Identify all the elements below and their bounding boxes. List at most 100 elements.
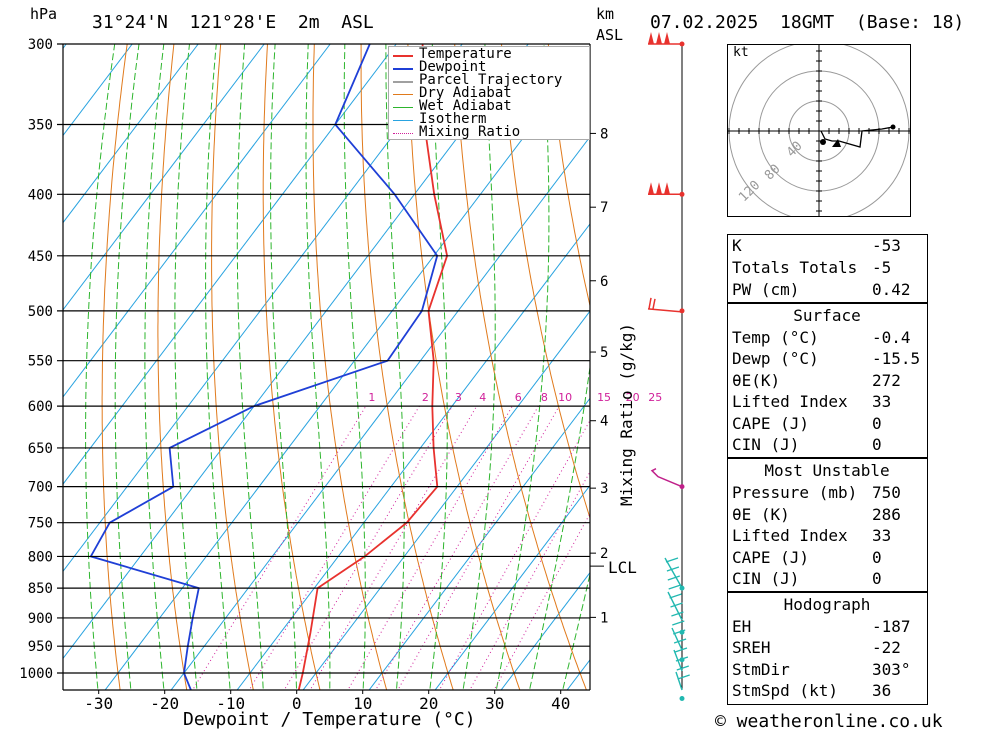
isotherm-line (434, 484, 590, 690)
datetime-title: 07.02.2025 18GMT (Base: 18) (650, 12, 965, 33)
surface-cin-value: 0 (872, 435, 882, 454)
isotherm-line (63, 44, 463, 573)
temperature-tick-label: -20 (150, 694, 179, 713)
dry-adiabat-line (312, 44, 388, 690)
eh-value: -187 (872, 617, 911, 636)
hodograph-stats-title: Hodograph (783, 595, 871, 614)
mixing-ratio-line (469, 470, 590, 690)
pressure-unit-label: hPa (30, 5, 58, 23)
surface-cape-label: CAPE (J) (732, 414, 810, 433)
hodo-storm-motion (832, 139, 841, 147)
dewpoint-line (89, 44, 439, 690)
pressure-tick-label: 300 (28, 37, 53, 53)
height-tick-label: 7 (600, 200, 608, 216)
isotherm-line (63, 44, 199, 224)
temperature-tick-label: 20 (419, 694, 438, 713)
storm-dir-value: 303° (872, 660, 911, 679)
dry-adiabat-line (969, 44, 1000, 699)
wind-barb-shaft (675, 671, 683, 691)
legend-swatch-mixing-ratio (393, 133, 413, 134)
dry-adiabat-line (262, 44, 321, 690)
storm-speed-label: StmSpd (kt) (732, 681, 838, 700)
sreh-value: -22 (872, 638, 901, 657)
isotherm-line (170, 135, 590, 690)
wind-barb (671, 611, 684, 617)
wet-adiabat-line (85, 44, 116, 690)
wet-adiabat-line (270, 44, 297, 690)
wind-barb (669, 593, 682, 599)
temperature-tick-label: 30 (485, 694, 504, 713)
lcl-label: LCL (608, 558, 637, 577)
legend-item-dry-adiabat: Dry Adiabat (419, 85, 512, 101)
legend-item-isotherm: Isotherm (419, 111, 487, 127)
dry-adiabat-line (547, 44, 590, 308)
height-tick-label: 5 (600, 345, 608, 361)
copyright-footer[interactable]: © weatheronline.co.uk (715, 711, 943, 732)
mixing-ratio-axis-title: Mixing Ratio (g/kg) (617, 322, 636, 506)
pressure-tick-label: 850 (28, 581, 53, 597)
isotherm-line (368, 397, 590, 690)
isotherm-line (63, 44, 529, 660)
isotherm-line (104, 48, 590, 690)
surface-box (727, 302, 928, 459)
wind-barb-shaft (671, 627, 683, 651)
mixing-ratio-label: 6 (515, 391, 522, 404)
dry-adiabat-line (360, 44, 454, 690)
wind-level-dot (679, 484, 685, 490)
temperature-tick-label: 40 (551, 694, 570, 713)
height-tick-label: 2 (600, 546, 608, 562)
wind-barb-shaft (647, 308, 683, 313)
legend-swatch-wet-adiabat (393, 107, 413, 108)
k-index-value: -53 (872, 236, 901, 255)
legend-swatch-temperature (393, 55, 413, 57)
temperature-tick-label: -30 (84, 694, 113, 713)
legend-item-mixing-ratio: Mixing Ratio (419, 124, 521, 140)
hodo-point-top (890, 124, 896, 130)
mixing-ratio-label: 15 (597, 391, 611, 404)
pressure-tick-label: 600 (28, 399, 53, 415)
legend-swatch-parcel (393, 81, 413, 83)
pressure-tick-label: 750 (28, 516, 53, 532)
mu-theta-label: θE (K) (732, 505, 790, 524)
mixing-ratio-line (192, 405, 367, 690)
most-unstable-box (727, 457, 928, 593)
wind-flag (656, 32, 662, 44)
wet-adiabat-line (529, 363, 590, 690)
mixing-ratio-label: 10 (558, 391, 572, 404)
height-unit-asl: ASL (596, 26, 624, 44)
isotherm-line (302, 310, 590, 690)
isotherm-line (63, 44, 133, 137)
mixing-ratio-line (493, 512, 590, 690)
height-tick-label: 8 (600, 126, 608, 142)
isotherm-line (500, 571, 590, 690)
isotherm-line (63, 44, 67, 50)
surface-li-label: Lifted Index (732, 392, 848, 411)
mixing-ratio-label: 2 (422, 391, 429, 404)
hodograph-panel: kt 40 80 120 (727, 40, 911, 222)
pw-label: PW (cm) (732, 280, 800, 299)
pressure-tick-label: 700 (28, 480, 53, 496)
wind-barb (666, 566, 680, 572)
surface-title: Surface (793, 306, 861, 325)
surface-li-value: 33 (872, 392, 892, 411)
wet-adiabat-line (495, 44, 550, 690)
pressure-tick-label: 500 (28, 304, 53, 320)
wind-flag (648, 32, 654, 44)
wind-level-dot (679, 585, 685, 591)
wind-barb (677, 674, 690, 680)
surface-cape-value: 0 (872, 414, 882, 433)
sreh-label: SREH (732, 638, 771, 657)
temperature-tick-label: 10 (353, 694, 372, 713)
wind-level-dot (679, 308, 685, 314)
isotherm-line (236, 223, 590, 690)
mixing-ratio-label: 20 (626, 391, 640, 404)
indices-box (727, 234, 928, 304)
wind-barb (674, 647, 688, 653)
surface-theta-value: 272 (872, 371, 901, 390)
temperature-tick-label: 0 (292, 694, 302, 713)
wind-flag (648, 182, 654, 195)
wet-adiabat-line (236, 44, 264, 690)
wind-barb (673, 638, 687, 644)
isotherm-line (63, 44, 331, 398)
height-unit-km: km (596, 5, 615, 23)
